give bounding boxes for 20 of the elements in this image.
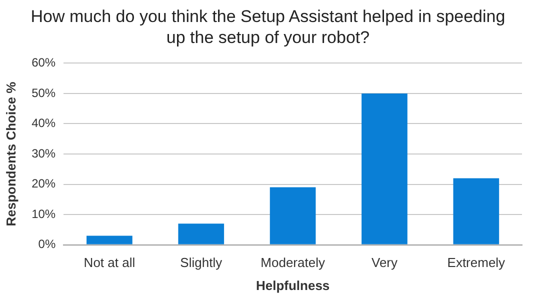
bar: [270, 187, 316, 244]
bar: [178, 224, 224, 244]
bar: [86, 236, 132, 244]
bar: [453, 178, 500, 244]
y-tick-label: 10%: [32, 206, 56, 221]
x-tick-label: Moderately: [260, 255, 326, 270]
y-tick-label: 40%: [32, 116, 56, 130]
x-tick-label: Extremely: [447, 255, 506, 270]
x-tick-label: Not at all: [84, 255, 136, 270]
y-tick-label: 0%: [38, 237, 56, 252]
y-tick-label: 20%: [32, 176, 56, 191]
y-axis-title: Respondents Choice %: [3, 81, 18, 226]
y-tick-label: 50%: [32, 86, 56, 100]
x-axis-title: Helpfulness: [256, 278, 330, 293]
bar: [362, 93, 408, 244]
y-tick-label: 30%: [32, 146, 56, 160]
y-tick-label: 60%: [32, 56, 56, 70]
chart-title: How much do you think the Setup Assistant helped in speeding up the setup of your robot?: [30, 6, 506, 48]
x-tick-label: Very: [371, 255, 398, 270]
x-tick-label: Slightly: [180, 255, 223, 270]
